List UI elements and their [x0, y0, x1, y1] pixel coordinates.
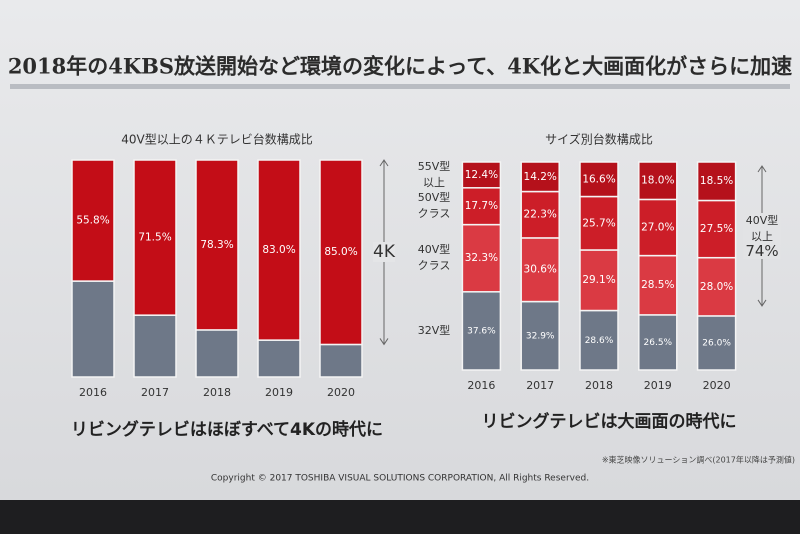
value-label: 32.3% [465, 252, 498, 264]
value-label: 14.2% [524, 171, 557, 183]
bar-segment [696, 315, 737, 371]
x-tick-label: 2018 [203, 386, 231, 399]
bar-segment [520, 161, 560, 193]
value-label: 85.0% [324, 246, 357, 258]
x-tick-label: 2020 [703, 379, 731, 392]
bar-segment [71, 280, 115, 378]
arrow-head [379, 338, 389, 346]
x-tick-label: 2016 [79, 386, 107, 399]
bar-segment [133, 159, 177, 316]
chart-title: 40V型以上の４Ｋテレビ台数構成比 [121, 132, 312, 147]
value-label: 18.5% [700, 175, 733, 187]
value-label: 28.0% [700, 281, 733, 293]
copyright: Copyright © 2017 TOSHIBA VISUAL SOLUTION… [211, 474, 589, 484]
bar-segment [319, 159, 363, 346]
bar-segment [257, 159, 301, 341]
bar-segment [579, 161, 619, 198]
bar-segment [579, 309, 619, 371]
value-label: 16.6% [582, 173, 615, 185]
value-label: 32.9% [526, 331, 555, 341]
value-label: 28.5% [641, 279, 674, 291]
chart-caption: リビングテレビはほぼすべて4Kの時代に [71, 419, 383, 440]
chart-caption: リビングテレビは大画面の時代に [482, 411, 737, 432]
bar-segment [579, 249, 619, 312]
x-tick-label: 2018 [585, 379, 613, 392]
source-note: ※東芝映像ソリューション調べ(2017年以降は予測値) [602, 455, 795, 465]
annotation: 74% [743, 241, 781, 260]
bar-segment [461, 291, 502, 371]
value-label: 71.5% [138, 232, 171, 244]
x-tick-label: 2017 [526, 379, 554, 392]
bar-segment [319, 343, 363, 378]
annotation: 40V型以上 [743, 212, 781, 245]
value-label: 27.5% [700, 223, 733, 235]
slide-title: 2018年の4KBS放送開始など環境の変化によって、4K化と大画面化がさらに加速 [8, 54, 792, 79]
value-label: 30.6% [524, 264, 557, 276]
bar-segment [461, 161, 502, 189]
chart-title: サイズ別台数構成比 [545, 132, 653, 147]
bar-segment [257, 339, 301, 378]
x-tick-label: 2017 [141, 386, 169, 399]
value-label: 17.7% [465, 200, 498, 212]
value-label: 25.7% [582, 217, 615, 229]
value-label: 29.1% [582, 274, 615, 286]
series-name: 4K [373, 242, 395, 263]
bar-segment [133, 314, 177, 378]
value-label: 26.5% [644, 338, 673, 348]
bar-segment [71, 159, 115, 282]
value-label: 27.0% [641, 222, 674, 234]
value-label: 12.4% [465, 169, 498, 181]
series-name: 32V型 [417, 323, 451, 337]
series-name: 50V型 クラス [417, 191, 451, 221]
value-label: 78.3% [200, 239, 233, 251]
bar-segment [195, 159, 239, 331]
bar-segment [696, 256, 737, 317]
series-name: 40V型 クラス [417, 243, 451, 273]
value-label: 83.0% [262, 244, 295, 256]
bar-segment [696, 161, 737, 202]
title-underline [10, 84, 790, 89]
x-tick-label: 2019 [265, 386, 293, 399]
series-name: 55V型 以上 [417, 159, 451, 189]
bar-segment [579, 195, 619, 251]
x-tick-label: 2019 [644, 379, 672, 392]
bar-segment [638, 254, 678, 316]
bar-segment [520, 300, 560, 371]
arrow-head [757, 299, 767, 307]
value-label: 55.8% [76, 215, 109, 227]
x-tick-label: 2016 [467, 379, 495, 392]
screen-bezel [0, 500, 800, 534]
x-tick-label: 2020 [327, 386, 355, 399]
value-label: 18.0% [641, 175, 674, 187]
bar-segment [520, 237, 560, 303]
value-label: 37.6% [467, 326, 496, 336]
value-label: 26.0% [702, 338, 731, 348]
bar-segment [638, 161, 678, 201]
value-label: 22.3% [524, 209, 557, 221]
bar-segment [195, 329, 239, 378]
value-label: 28.6% [585, 336, 614, 346]
bar-segment [461, 223, 502, 293]
bar-segment [461, 187, 502, 226]
arrow-head [379, 159, 389, 167]
arrow-head [757, 165, 767, 173]
